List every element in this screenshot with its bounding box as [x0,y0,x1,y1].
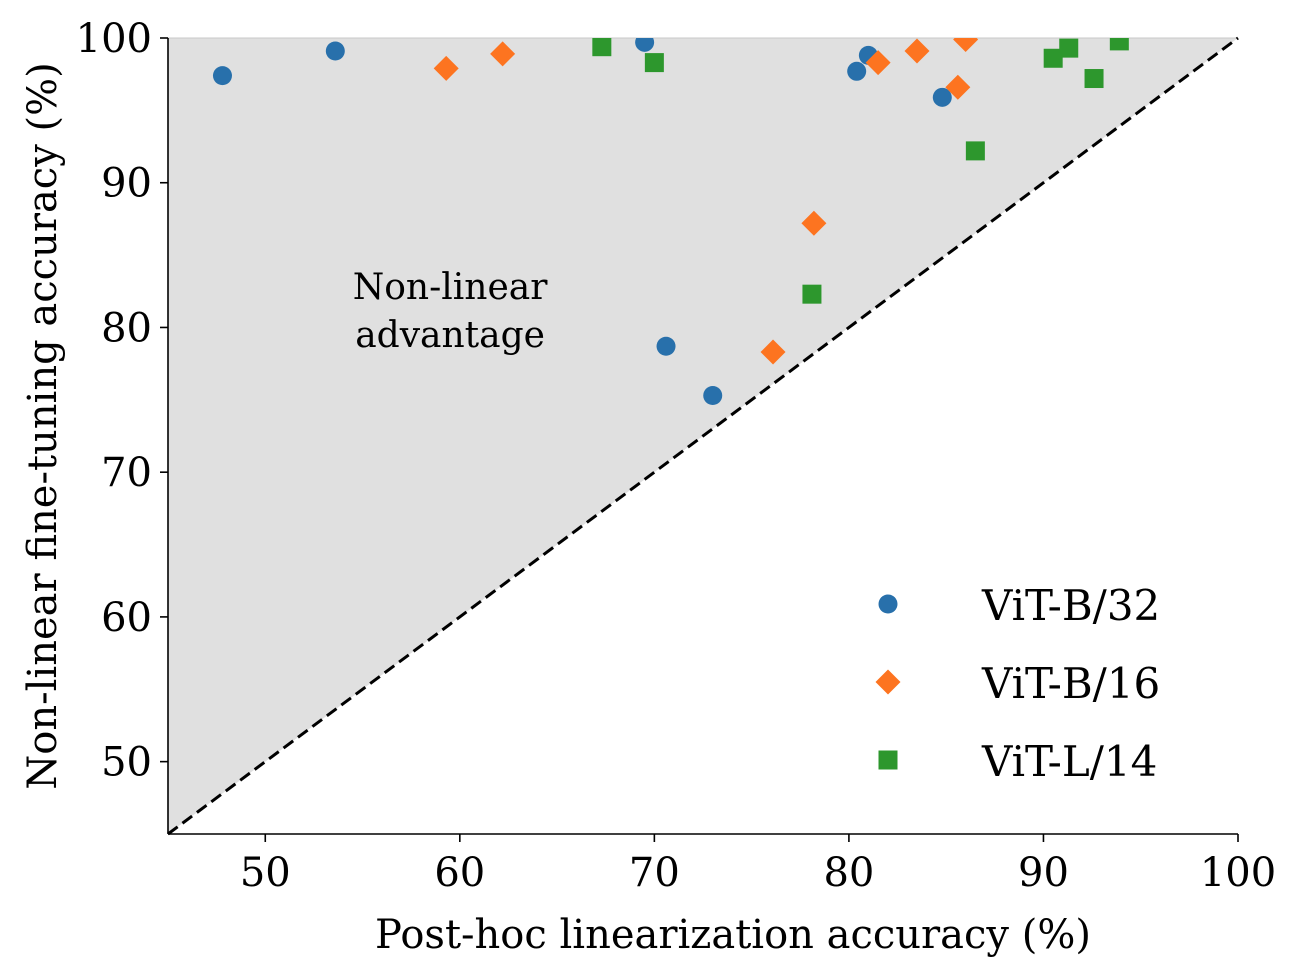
circle-data-point [932,87,952,107]
square-data-point [1109,38,1129,51]
square-data-point [592,38,612,57]
legend-label: ViT-B/32 [981,581,1160,630]
y-axis-label: Non-linear fine-tuning accuracy (%) [20,62,66,789]
legend-label: ViT-L/14 [981,737,1157,786]
legend-item: ViT-B/32 [878,581,1160,630]
plot-area [167,36,1239,836]
diamond-data-point [490,41,516,67]
circle-data-point [212,66,232,86]
x-tick-label: 50 [240,850,291,896]
x-tick-label: 90 [1018,850,1069,896]
y-tick-label: 90 [101,161,152,207]
square-data-point [1043,48,1063,68]
legend: ViT-B/32 ViT-B/16 ViT-L/14 [875,581,1160,786]
axes: 50 60 70 80 90 100 50 60 70 80 90 100 Post-hoc lin… [20,16,1276,958]
diamond-data-point [953,38,979,52]
x-tick-label: 80 [823,850,874,896]
circle-data-point [635,38,655,52]
y-tick-label: 70 [101,450,152,496]
identity-dashed-line [167,36,1239,836]
legend-circle-icon [878,594,898,614]
circle-data-point [656,336,676,356]
square-data-point [965,141,985,161]
annotation-line-1: Non-linear [353,267,549,308]
annotation-line-2: advantage [355,315,545,356]
circle-data-point [703,385,723,405]
legend-item: ViT-B/16 [875,659,1160,708]
legend-diamond-icon [875,669,901,695]
circle-data-point [325,41,345,61]
y-tick-label: 80 [101,305,152,351]
annotation: Non-linear advantage [353,267,549,356]
data-points [212,38,1129,405]
x-axis-label: Post-hoc linearization accuracy (%) [375,912,1091,958]
diamond-data-point [801,210,827,236]
legend-item: ViT-L/14 [878,737,1157,786]
x-ticks: 50 60 70 80 90 100 [240,834,1276,896]
y-tick-label: 60 [101,595,152,641]
y-ticks: 50 60 70 80 90 100 [76,16,168,786]
legend-square-icon [878,750,898,770]
x-tick-label: 100 [1200,850,1276,896]
square-data-point [644,53,664,73]
square-data-point [1084,69,1104,89]
series-vit-b-16 [433,38,979,365]
x-tick-label: 60 [434,850,485,896]
diamond-data-point [865,50,891,76]
diamond-data-point [904,38,930,64]
y-tick-label: 50 [101,740,152,786]
x-tick-label: 70 [629,850,680,896]
circle-data-point [847,61,867,81]
square-data-point [802,284,822,304]
series-vit-l-14 [592,38,1129,304]
diamond-data-point [945,74,971,100]
square-data-point [1059,38,1079,58]
diamond-data-point [760,339,786,365]
series-vit-b-32 [212,38,952,405]
y-tick-label: 100 [76,16,152,62]
legend-label: ViT-B/16 [981,659,1160,708]
diamond-data-point [433,55,459,81]
